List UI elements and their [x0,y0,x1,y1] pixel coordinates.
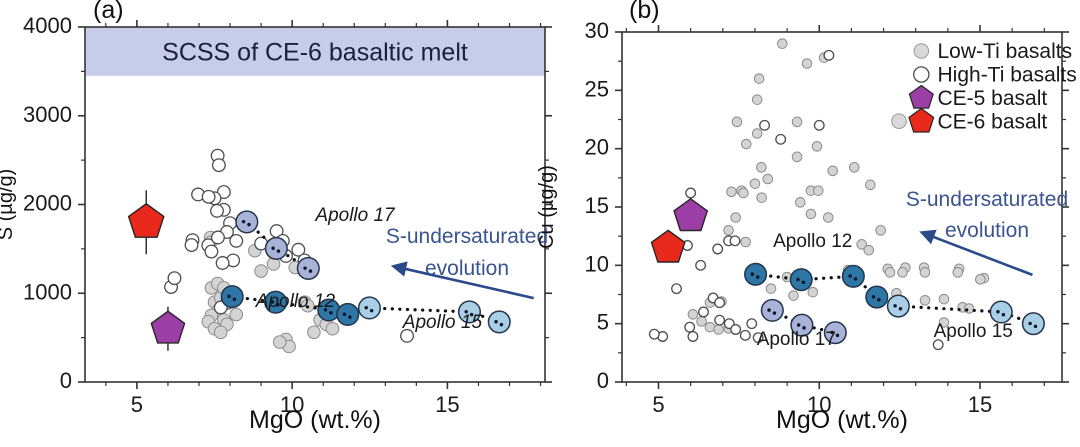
svg-text:Low-Ti basalts: Low-Ti basalts [938,40,1073,63]
svg-text:5: 5 [131,392,143,417]
svg-text:CE-5 basalt: CE-5 basalt [938,87,1048,110]
svg-text:15: 15 [435,392,459,417]
svg-text:0: 0 [60,368,72,393]
svg-text:25: 25 [585,76,609,101]
svg-text:MgO (wt.%): MgO (wt.%) [249,406,381,434]
svg-text:S (µg/g): S (µg/g) [0,169,17,241]
svg-text:MgO (wt.%): MgO (wt.%) [776,406,908,434]
svg-text:Apollo 15: Apollo 15 [402,312,483,333]
svg-text:30: 30 [585,18,609,43]
svg-text:2000: 2000 [23,191,72,216]
svg-text:1000: 1000 [23,279,72,304]
svg-text:S-undersaturated: S-undersaturated [386,225,548,248]
svg-text:Cu (µg/g): Cu (µg/g) [536,165,558,249]
svg-text:10: 10 [585,251,609,276]
svg-text:SCSS of CE-6 basaltic melt: SCSS of CE-6 basaltic melt [162,38,468,66]
svg-text:(b): (b) [629,0,660,24]
svg-text:Apollo 17: Apollo 17 [757,329,836,350]
svg-text:Apollo 15: Apollo 15 [934,321,1013,342]
svg-text:Apollo 12: Apollo 12 [255,291,336,312]
svg-text:5: 5 [652,392,664,417]
svg-text:S-undersaturated: S-undersaturated [906,188,1068,211]
svg-text:15: 15 [968,392,992,417]
svg-text:Apollo 12: Apollo 12 [773,231,852,252]
svg-text:3000: 3000 [23,102,72,127]
svg-text:4000: 4000 [23,13,72,38]
svg-text:5: 5 [597,310,609,335]
svg-text:(a): (a) [93,0,124,24]
svg-text:Apollo 17: Apollo 17 [314,205,396,226]
svg-text:CE-6 basalt: CE-6 basalt [938,111,1048,134]
svg-text:0: 0 [597,368,609,393]
svg-text:20: 20 [585,135,609,160]
svg-text:High-Ti basalts: High-Ti basalts [938,64,1077,87]
svg-text:15: 15 [585,193,609,218]
svg-text:evolution: evolution [945,219,1029,242]
